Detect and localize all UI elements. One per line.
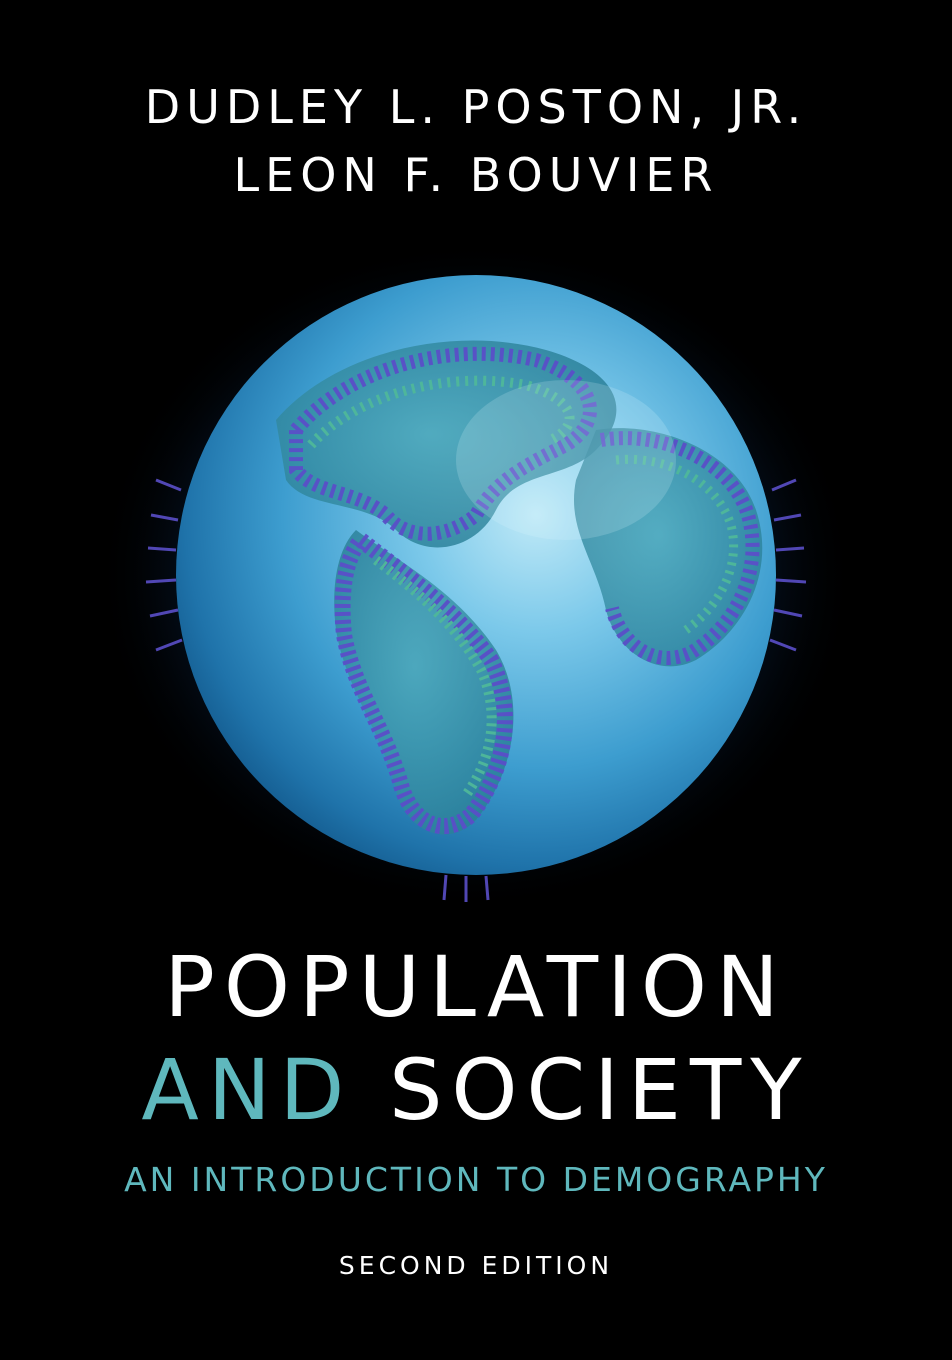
author-name-1: DUDLEY L. POSTON, JR. (144, 80, 808, 134)
book-title-and: AND (141, 1041, 354, 1139)
book-title-line-2: AND SOCIETY (0, 1048, 952, 1132)
book-edition: SECOND EDITION (338, 1251, 614, 1280)
book-title-society: SOCIETY (389, 1041, 811, 1139)
book-title-line-1: POPULATION (164, 938, 788, 1036)
globe-icon (96, 240, 856, 910)
author-name-2: LEON F. BOUVIER (233, 148, 719, 202)
globe-illustration (96, 230, 856, 910)
book-subtitle: AN INTRODUCTION TO DEMOGRAPHY (124, 1160, 828, 1199)
